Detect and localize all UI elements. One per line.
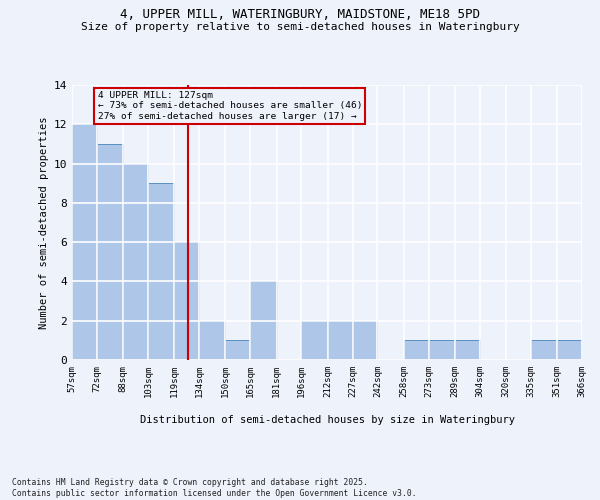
Bar xyxy=(404,340,428,360)
Bar xyxy=(72,124,97,360)
Bar xyxy=(428,340,455,360)
Bar xyxy=(531,340,557,360)
Bar xyxy=(301,320,328,360)
Bar xyxy=(123,164,148,360)
Text: Distribution of semi-detached houses by size in Wateringbury: Distribution of semi-detached houses by … xyxy=(139,415,515,425)
Bar xyxy=(226,340,250,360)
Bar xyxy=(353,320,377,360)
Bar xyxy=(97,144,123,360)
Bar xyxy=(199,320,226,360)
Text: Size of property relative to semi-detached houses in Wateringbury: Size of property relative to semi-detach… xyxy=(80,22,520,32)
Bar xyxy=(455,340,479,360)
Y-axis label: Number of semi-detached properties: Number of semi-detached properties xyxy=(40,116,49,329)
Text: Contains HM Land Registry data © Crown copyright and database right 2025.
Contai: Contains HM Land Registry data © Crown c… xyxy=(12,478,416,498)
Bar xyxy=(148,183,175,360)
Bar xyxy=(175,242,199,360)
Bar xyxy=(250,282,277,360)
Text: 4, UPPER MILL, WATERINGBURY, MAIDSTONE, ME18 5PD: 4, UPPER MILL, WATERINGBURY, MAIDSTONE, … xyxy=(120,8,480,20)
Bar xyxy=(328,320,353,360)
Text: 4 UPPER MILL: 127sqm
← 73% of semi-detached houses are smaller (46)
27% of semi-: 4 UPPER MILL: 127sqm ← 73% of semi-detac… xyxy=(98,91,362,120)
Bar xyxy=(557,340,582,360)
